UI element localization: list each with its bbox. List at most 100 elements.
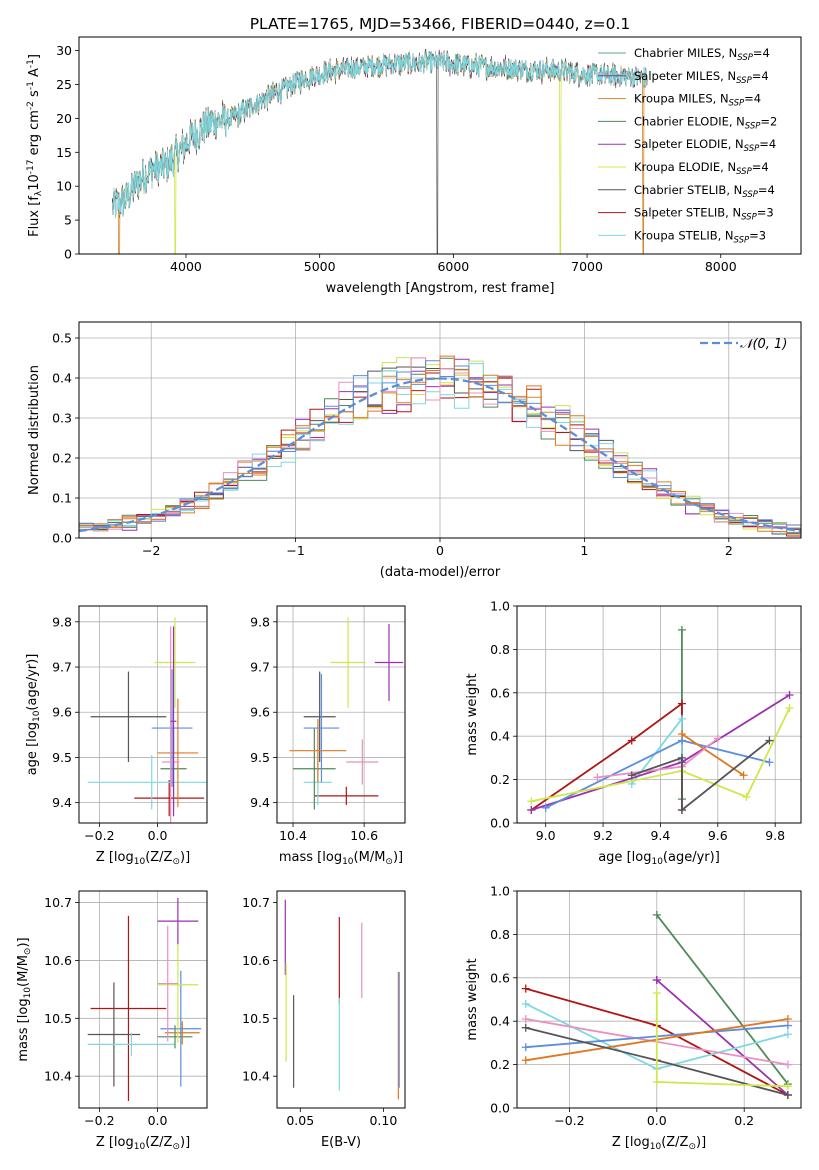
label-text: Normed distribution — [27, 365, 42, 495]
y-tick-label: 10.5 — [242, 1011, 270, 1026]
chart-layer: 4000 5000 6000 7000 8000051015202530waveleng… — [16, 36, 802, 1152]
x-tick-label: 9.8 — [765, 828, 785, 843]
label-text: )] — [393, 850, 403, 865]
legend-label: Salpeter MILES, NSSP=4 — [634, 69, 769, 86]
y-tick-label: 0.2 — [490, 772, 510, 787]
weight-line — [630, 716, 683, 785]
legend-sub: SSP — [736, 76, 752, 86]
weight-marker — [783, 1082, 792, 1091]
legend-text: =4 — [759, 137, 776, 151]
label-text: mass weight — [465, 958, 480, 1040]
weight-marker — [742, 792, 751, 801]
axes-weight-vs-age: 9.0 9.2 9.4 9.6 9.8 0.0 0.2 0.4 0.6 0.8 1.0 age [lo… — [465, 599, 801, 867]
legend-label: Chabrier STELIB, NSSP=4 — [634, 183, 775, 200]
label-text: Z [log — [96, 1135, 134, 1150]
label-sub: ⊙ — [172, 1142, 180, 1152]
weight-marker — [521, 999, 530, 1008]
spectrum-line — [112, 51, 648, 217]
weight-marker — [521, 1043, 530, 1052]
axes-frame — [78, 605, 208, 824]
label-sub: -2 — [26, 101, 36, 110]
legend-text: =4 — [758, 183, 775, 197]
weight-marker — [783, 1015, 792, 1024]
x-tick-label: 1 — [580, 543, 588, 558]
x-tick-label: 0.2 — [734, 1113, 754, 1128]
legend-text: Chabrier STELIB, N — [634, 183, 742, 197]
x-tick-label: 2 — [725, 543, 733, 558]
label-sub: ⊙ — [172, 857, 180, 867]
label-text: (M/M — [354, 850, 386, 865]
y-tick-label: 1.0 — [490, 599, 510, 614]
weight-line — [656, 914, 789, 1085]
y-tick-label: 9.4 — [52, 795, 72, 810]
x-tick-label: 5000 — [304, 259, 336, 274]
y-tick-label: 10 — [56, 179, 72, 194]
label-text: age [log — [598, 850, 651, 865]
x-axis-label: (data-model)/error — [380, 565, 501, 580]
axes-residuals: −2 −1 0 1 2 0.0 0.1 0.2 0.3 0.4 0.5 (data-model)/er… — [27, 322, 801, 580]
weight-marker — [765, 736, 774, 745]
label-text: (age/yr)] — [663, 850, 720, 865]
weight-marker — [627, 771, 636, 780]
axes-age-vs-mass: 10.4 10.6 9.4 9.5 9.6 9.7 9.8 mass [log10​(M/M⊙… — [250, 606, 405, 867]
weight-marker — [783, 1030, 792, 1039]
x-tick-label: −0.2 — [84, 828, 114, 843]
y-axis-label: mass [log10​(M/M⊙​)] — [16, 937, 33, 1061]
y-tick-label: 5 — [64, 213, 72, 228]
label-sub: ⊙ — [385, 857, 393, 867]
x-tick-label: 9.6 — [708, 828, 728, 843]
weight-marker — [677, 699, 686, 708]
legend-sub: SSP — [745, 121, 761, 131]
weight-marker — [521, 984, 530, 993]
weight-marker — [627, 736, 636, 745]
weight-marker — [783, 1060, 792, 1069]
label-sub: ⊙ — [23, 948, 33, 956]
axes-weight-vs-Z: −0.2 0.0 0.2 0.0 0.2 0.4 0.6 0.8 1.0 Z [log10​(Z/… — [465, 884, 801, 1152]
legend-text: =2 — [760, 114, 777, 128]
x-axis-label: Z [log10​(Z/Z⊙​)] — [96, 850, 190, 867]
legend-text: Salpeter MILES, N — [634, 69, 736, 83]
legend-text: Chabrier MILES, N — [634, 46, 737, 60]
legend-sub: SSP — [744, 144, 760, 154]
weight-marker — [677, 805, 686, 814]
y-tick-label: 30 — [56, 43, 72, 58]
legend-text: =4 — [752, 160, 769, 174]
y-tick-label: 0.2 — [52, 451, 72, 466]
weight-line — [631, 739, 770, 812]
y-tick-label: 0.1 — [52, 491, 72, 506]
x-tick-label: 0.05 — [286, 1113, 314, 1128]
x-tick-label: −2 — [142, 543, 160, 558]
label-text: (age/yr)] — [25, 654, 40, 711]
y-axis-label: mass weight — [465, 673, 480, 755]
legend-text: Chabrier ELODIE, N — [634, 114, 745, 128]
y-tick-label: 9.6 — [52, 705, 72, 720]
spectrum-line — [112, 51, 648, 254]
y-tick-label: 15 — [56, 145, 72, 160]
label-sub: 10 — [32, 710, 42, 722]
x-tick-label: 4000 — [170, 259, 202, 274]
label-text: E(B-V) — [321, 1135, 361, 1150]
y-axis-label: age [log10​(age/yr)] — [25, 654, 42, 776]
label-text: ] — [27, 54, 42, 59]
y-tick-label: 0.4 — [52, 371, 72, 386]
label-sub: ⊙ — [688, 1142, 696, 1152]
label-sub: 10 — [134, 1142, 146, 1152]
axes-frame — [78, 321, 802, 539]
x-tick-label: 9.2 — [593, 828, 613, 843]
label-text: age [log — [25, 722, 40, 775]
label-sub: 10 — [23, 987, 33, 999]
weight-marker — [652, 988, 661, 997]
legend-label: Chabrier ELODIE, NSSP=2 — [634, 114, 777, 131]
weight-marker — [677, 730, 686, 739]
label-text: mass weight — [465, 673, 480, 755]
legend-text: Salpeter ELODIE, N — [634, 137, 744, 151]
weight-marker — [677, 714, 686, 723]
y-tick-label: 0.0 — [490, 816, 510, 831]
axes-mass-vs-Z: −0.2 0.0 10.4 10.5 10.6 10.7 Z [log10​(Z/Z⊙​)]… — [16, 891, 207, 1152]
label-text: 10 — [27, 174, 42, 191]
weight-line — [530, 701, 683, 811]
y-axis-label: Normed distribution — [27, 365, 42, 495]
legend-sub: SSP — [737, 53, 753, 63]
